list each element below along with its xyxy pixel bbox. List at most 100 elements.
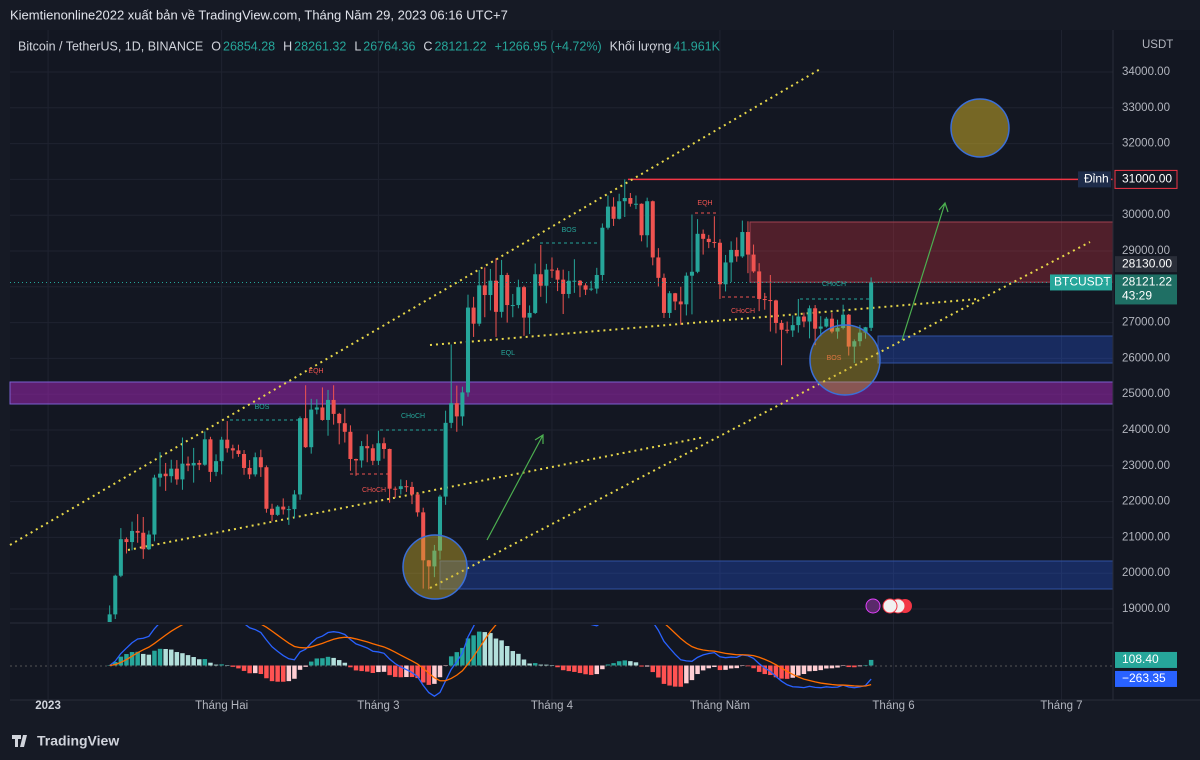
macd-histogram [320,658,325,666]
macd-histogram [191,657,196,666]
macd-histogram [342,662,348,666]
circles [402,98,1010,600]
candle-body [869,282,874,328]
macd-histogram [695,665,700,675]
candle-body [214,461,219,472]
candle-body [180,463,185,480]
candle-body [852,341,857,347]
candle-body [292,494,297,510]
candle-body [354,458,359,461]
macd-histogram [829,665,835,669]
candle-body [510,305,515,307]
annotation: CHoCH [362,487,386,494]
candle-body [583,285,588,290]
macd-histogram [225,665,230,666]
price-axis [1113,30,1200,700]
candle-body [432,550,437,567]
macd-histogram [689,665,695,681]
macd-histogram [650,665,656,673]
macd-histogram [213,664,219,666]
candle-body [801,316,806,322]
ohlc-key: C [423,39,432,53]
demand-zone [877,335,1114,364]
candle-body [717,242,722,285]
level-box [1114,169,1178,189]
countdown: 43:29 [1122,289,1152,303]
macd-histogram [185,655,191,666]
candle-body [365,446,370,449]
candle-body [835,327,840,332]
macd-histogram [706,665,711,669]
macd-histogram [437,665,443,678]
candle-body [673,293,678,302]
macd-histogram [364,665,370,672]
macd-histogram [169,649,174,666]
macd-histogram [202,659,208,666]
candle-body [757,271,762,299]
candle-body [779,322,784,330]
macd-histogram [387,665,392,676]
candle-body [745,232,750,255]
y-tick-label: 25000.00 [1122,388,1170,400]
y-tick-label: 34000.00 [1122,66,1170,78]
candle-body [499,274,504,312]
caption: Kiemtienonline2022 xuất bản về TradingVi… [10,7,508,22]
macd-histogram [566,665,572,672]
macd-histogram [762,665,767,675]
y-tick-label: 24000.00 [1122,424,1170,436]
macd-histogram [572,665,577,672]
candle-body [667,293,672,313]
macd-label-box [1115,670,1177,687]
event-icon[interactable] [865,598,881,614]
ohlc-value: 28261.32 [294,39,346,53]
macd-histogram [113,661,118,666]
arrow [486,433,544,541]
candle-body [348,431,353,459]
candle-body [270,508,275,515]
macd-histogram [392,665,398,677]
macd-pane [107,625,874,697]
candle-body [734,249,739,257]
macd-histogram [516,653,521,666]
candle-body [437,496,443,551]
macd-histogram [784,665,790,679]
zone-level-label: 28130.00 [1122,256,1172,270]
macd-histogram [600,665,605,670]
level-name-box [1078,171,1111,188]
purple-zone [9,381,1114,405]
candle-body [841,314,846,328]
macd-histogram [779,665,784,679]
candle-body [533,274,538,313]
macd-histogram [723,665,728,670]
candle-body [381,443,387,449]
candle-body [219,439,224,462]
annotation: EQL [501,350,515,357]
macd-histogram [252,665,258,674]
y-tick-label: 21000.00 [1122,531,1170,543]
macd-histogram [303,665,308,667]
event-icons[interactable] [865,598,912,614]
macd-histogram [644,665,650,667]
candle-body [320,407,325,420]
candle-body [163,473,168,477]
candle-body [773,300,778,323]
candle-body [785,329,790,331]
candle-body [633,203,638,205]
macd-histogram [258,665,264,675]
candle-body [146,534,151,550]
macd-histogram [756,665,762,672]
event-icon[interactable] [882,598,898,614]
macd-histogram [236,665,241,669]
candle-body [230,448,235,451]
candle-body [566,280,571,294]
candle-body [118,539,123,576]
macd-histogram [152,650,157,666]
macd-histogram [616,661,622,666]
macd-histogram [555,665,560,668]
macd-histogram [667,665,672,686]
footer: TradingView [12,733,119,749]
macd-histogram [868,659,874,666]
macd-histogram [129,652,135,666]
macd-histogram [141,653,146,666]
candle-body [824,318,829,327]
